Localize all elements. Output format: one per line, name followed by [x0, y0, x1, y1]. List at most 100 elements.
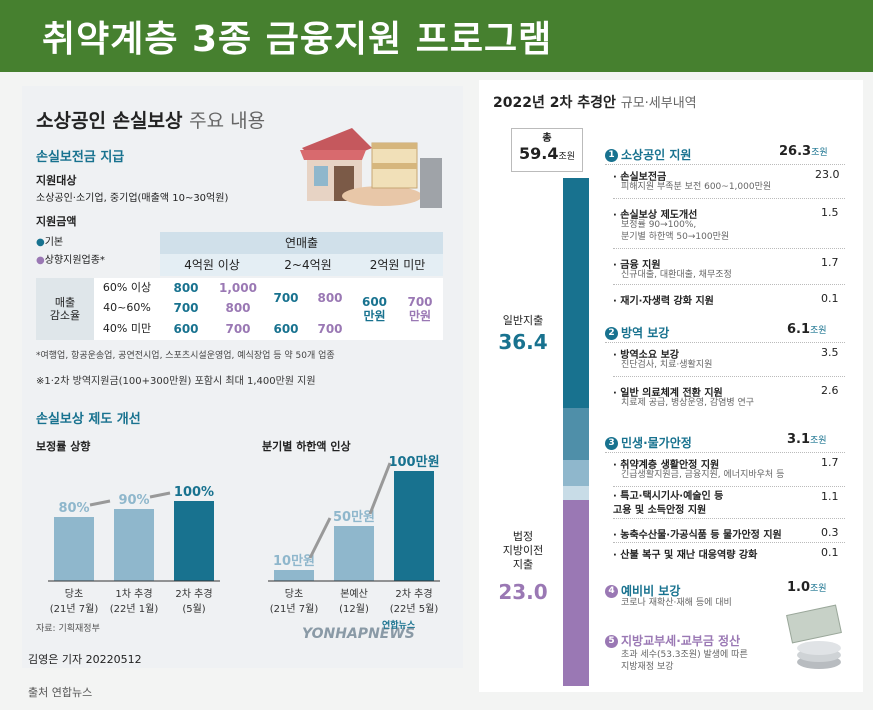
general-value: 36.4: [498, 330, 548, 354]
shop-money-illustration: [300, 128, 442, 208]
bar-label-0: 10만원: [273, 553, 315, 569]
item-name: · 금융 지원: [613, 260, 661, 271]
bar-segment-4: [563, 486, 589, 500]
item-name: · 산불 복구 및 재난 대응역량 강화: [613, 550, 758, 561]
section-3-title: 3 민생·물가안정: [605, 434, 692, 451]
bar-segment-3: [563, 460, 589, 486]
amount-label: 지원금액: [36, 215, 77, 228]
bar-label-2: 100%: [174, 485, 214, 500]
item-desc: 피해지원 부족분 보전 600~1,000만원: [621, 182, 772, 192]
table-cell: 600 만원: [352, 278, 397, 340]
banner-title: 취약계층 3종 금융지원 프로그램: [0, 0, 873, 72]
category-label: 2차 추경: [175, 587, 212, 600]
item-desc: 보정률 90→100%, 분기별 하한액 50→100만원: [621, 220, 730, 242]
target-label: 지원대상: [36, 174, 77, 187]
item-desc: 긴급생활지원금, 금융지원, 에너지바우처 등: [621, 470, 785, 480]
item-value: 0.3: [821, 526, 839, 539]
transfer-value: 23.0: [498, 580, 548, 604]
chart1-title: 보정률 상향: [36, 440, 91, 453]
table-cell: 1,000: [212, 278, 264, 298]
item-name: · 방역소요 보강: [613, 350, 679, 361]
bar-label-1: 50만원: [333, 509, 375, 525]
col-header: 2~4억원: [264, 254, 352, 276]
item-name: · 재기·자생력 강화 지원: [613, 296, 714, 307]
bar-2: [394, 471, 434, 581]
table-header-main: 연매출: [160, 232, 443, 254]
section-1-title: 1 소상공인 지원: [605, 146, 691, 163]
category-label: (12월): [339, 603, 369, 615]
transfer-label: 법정 지방이전 지출: [502, 530, 544, 571]
reform-title: 손실보상 제도 개선: [36, 412, 141, 427]
category-label: (22년 5월): [390, 603, 439, 615]
arrow: [308, 517, 332, 559]
table-cell: 800: [212, 298, 264, 318]
item-desc: 신규대출, 대환대출, 채무조정: [621, 270, 732, 280]
left-panel: 소상공인 손실보상 주요 내용 손실보전금 지급 지원대상 소상공인·소기업, …: [22, 86, 463, 668]
item-name: · 취약계층 생활안정 지원: [613, 460, 720, 471]
section-4-value: 1.0조원: [787, 580, 827, 595]
bar-label-1: 90%: [118, 493, 149, 508]
total-box: 총 59.4조원: [511, 128, 583, 172]
bar-segment-1: [563, 178, 589, 408]
bar-label-0: 80%: [58, 501, 89, 516]
item-value: 3.5: [821, 346, 839, 359]
table-cell: 800: [160, 278, 212, 298]
category-label: (21년 7월): [50, 603, 99, 615]
category-label: 1차 추경: [115, 587, 152, 600]
section-1-value: 26.3조원: [779, 144, 828, 159]
col-header: 4억원 이상: [160, 254, 264, 276]
category-label: (21년 7월): [270, 603, 319, 615]
item-value: 23.0: [815, 168, 840, 181]
left-heading: 소상공인 손실보상 주요 내용: [36, 110, 266, 132]
data-source: 자료: 기획재정부: [36, 624, 100, 634]
item-value: 1.7: [821, 256, 839, 269]
arrow: [149, 491, 171, 499]
right-panel: 2022년 2차 추경안 규모·세부내역 총 59.4조원 일반지출 36.4 …: [479, 80, 863, 692]
table-cell: 700: [160, 298, 212, 318]
section-4-desc: 코로나 재확산·재해 등에 대비: [621, 598, 732, 608]
section-2-title: 2 방역 보강: [605, 324, 669, 341]
item-value: 1.7: [821, 456, 839, 469]
coins-illustration: [786, 604, 842, 669]
item-value: 1.5: [821, 206, 839, 219]
section-4-title: 4 예비비 보강: [605, 582, 680, 599]
bar-0: [54, 517, 94, 581]
item-name: · 특고·택시기사·예술인 등 고용 및 소득안정 지원: [613, 491, 724, 516]
category-label: 당초: [65, 588, 83, 600]
section-5-desc: 초과 세수(53.3조원) 발생에 따른 지방재정 보강: [621, 650, 748, 672]
yonhap-logo: 연합뉴스: [382, 621, 416, 631]
table-cell: 600: [160, 318, 212, 340]
table-cell: 600: [264, 318, 308, 340]
row-label: 40~60%: [94, 298, 160, 318]
table-cell: 800: [308, 278, 352, 318]
item-desc: 진단검사, 치료·생활지원: [621, 360, 713, 370]
category-label: (5월): [182, 603, 205, 615]
bar-0: [274, 570, 314, 581]
item-name: · 농축수산물·가공식품 등 물가안정 지원: [613, 530, 782, 541]
legend-up: ●상향지원업종*: [36, 255, 105, 266]
category-label: 본예산: [340, 588, 368, 600]
arrow: [89, 499, 111, 507]
chart-correction-rate: 80% 당초 (21년 7월) 90% 1차 추경 (22년 1월) 100% 2차 추경 (5…: [48, 485, 220, 615]
table-cell: 700 만원: [397, 278, 443, 340]
item-name: · 일반 의료체계 전환 지원: [613, 388, 723, 399]
arrow: [368, 462, 392, 515]
col-header: 2억원 미만: [352, 254, 443, 276]
item-desc: 치료제 공급, 병상운영, 감염병 연구: [621, 398, 755, 408]
chart2-title: 분기별 하한액 인상: [262, 440, 351, 453]
watermark: YONHAPNEWS: [302, 626, 415, 642]
bar-1: [114, 509, 154, 581]
support-table: 연매출 4억원 이상 2~4억원 2억원 미만 800 1,000 700 80…: [160, 232, 443, 342]
item-value: 2.6: [821, 384, 839, 397]
section-2-value: 6.1조원: [787, 322, 827, 337]
target-text: 소상공인·소기업, 중기업(매출액 10~30억원): [36, 193, 229, 204]
item-name: · 손실보전금: [613, 172, 667, 183]
item-value: 0.1: [821, 546, 839, 559]
category-label: (22년 1월): [110, 603, 159, 615]
source-credit: 출처 연합뉴스: [28, 686, 93, 699]
category-label: 당초: [285, 588, 303, 600]
note-2: ※1·2차 방역지원금(100+300만원) 포함시 최대 1,400만원 지원: [36, 376, 316, 387]
row-label: 60% 이상: [94, 278, 160, 298]
item-name: · 손실보상 제도개선: [613, 210, 698, 221]
